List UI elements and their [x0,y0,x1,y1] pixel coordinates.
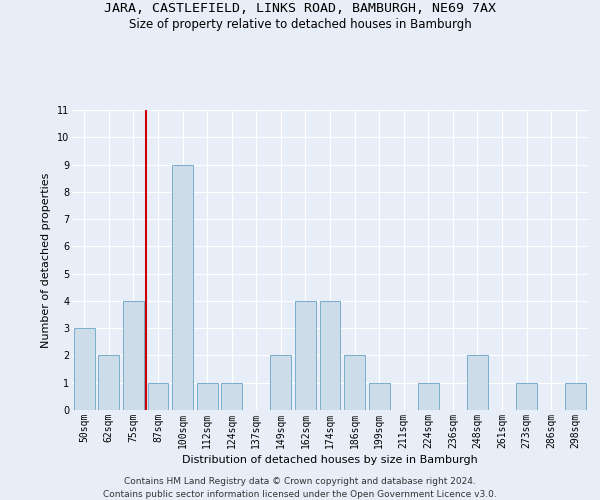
Bar [295,301,316,410]
Bar [98,356,119,410]
Bar [148,382,169,410]
Text: JARA, CASTLEFIELD, LINKS ROAD, BAMBURGH, NE69 7AX: JARA, CASTLEFIELD, LINKS ROAD, BAMBURGH,… [104,2,496,16]
Bar [418,382,439,410]
Bar [516,382,537,410]
Bar [368,382,389,410]
Text: Contains HM Land Registry data © Crown copyright and database right 2024.: Contains HM Land Registry data © Crown c… [124,478,476,486]
Bar [320,301,340,410]
Y-axis label: Number of detached properties: Number of detached properties [41,172,52,348]
Bar [123,301,144,410]
Bar [344,356,365,410]
Text: Distribution of detached houses by size in Bamburgh: Distribution of detached houses by size … [182,455,478,465]
Bar [197,382,218,410]
Bar [565,382,586,410]
Text: Size of property relative to detached houses in Bamburgh: Size of property relative to detached ho… [128,18,472,31]
Bar [467,356,488,410]
Bar [172,164,193,410]
Text: Contains public sector information licensed under the Open Government Licence v3: Contains public sector information licen… [103,490,497,499]
Bar [74,328,95,410]
Bar [221,382,242,410]
Bar [271,356,292,410]
